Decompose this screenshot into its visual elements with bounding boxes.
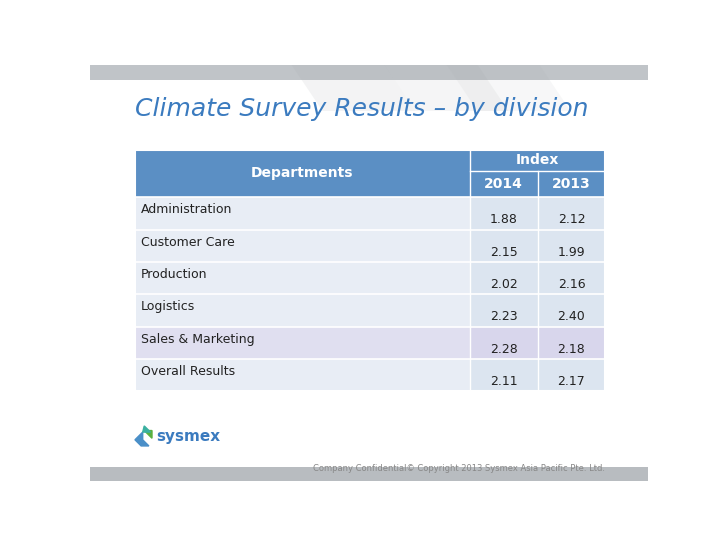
Polygon shape [143, 426, 150, 432]
Text: sysmex: sysmex [157, 429, 221, 444]
Text: Customer Care: Customer Care [141, 236, 235, 249]
Text: 2.16: 2.16 [558, 278, 585, 291]
FancyBboxPatch shape [135, 294, 469, 327]
Text: 1.88: 1.88 [490, 213, 518, 226]
FancyBboxPatch shape [135, 359, 469, 392]
Text: 2.12: 2.12 [558, 213, 585, 226]
Polygon shape [292, 65, 415, 111]
Text: 2.23: 2.23 [490, 310, 518, 323]
Polygon shape [135, 432, 149, 446]
Text: 2.15: 2.15 [490, 246, 518, 259]
FancyBboxPatch shape [135, 327, 469, 359]
FancyBboxPatch shape [135, 197, 469, 230]
FancyBboxPatch shape [135, 262, 469, 294]
Text: Climate Survey Results – by division: Climate Survey Results – by division [135, 97, 588, 121]
Text: Logistics: Logistics [141, 300, 195, 313]
FancyBboxPatch shape [538, 230, 606, 262]
FancyBboxPatch shape [90, 467, 648, 481]
FancyBboxPatch shape [538, 294, 606, 327]
FancyBboxPatch shape [469, 327, 538, 359]
Text: 1.99: 1.99 [558, 246, 585, 259]
Text: Production: Production [141, 268, 207, 281]
FancyBboxPatch shape [469, 262, 538, 294]
FancyBboxPatch shape [135, 230, 469, 262]
Text: 2014: 2014 [485, 177, 523, 191]
Text: 2.28: 2.28 [490, 343, 518, 356]
Polygon shape [384, 65, 508, 111]
FancyBboxPatch shape [469, 197, 538, 230]
Text: 2.11: 2.11 [490, 375, 518, 388]
Text: Index: Index [516, 153, 559, 167]
Text: Overall Results: Overall Results [141, 365, 235, 378]
Polygon shape [144, 430, 152, 438]
Text: 2.40: 2.40 [557, 310, 585, 323]
Text: Administration: Administration [141, 204, 233, 217]
FancyBboxPatch shape [469, 230, 538, 262]
Text: 2.02: 2.02 [490, 278, 518, 291]
FancyBboxPatch shape [538, 327, 606, 359]
FancyBboxPatch shape [538, 262, 606, 294]
Text: 2.17: 2.17 [557, 375, 585, 388]
Text: Sales & Marketing: Sales & Marketing [141, 333, 255, 346]
Polygon shape [446, 65, 570, 111]
Text: 2013: 2013 [552, 177, 591, 191]
Text: Departments: Departments [251, 166, 354, 180]
FancyBboxPatch shape [469, 294, 538, 327]
FancyBboxPatch shape [538, 197, 606, 230]
Text: 2.18: 2.18 [557, 343, 585, 356]
FancyBboxPatch shape [538, 359, 606, 392]
FancyBboxPatch shape [135, 150, 606, 197]
FancyBboxPatch shape [90, 65, 648, 80]
FancyBboxPatch shape [469, 359, 538, 392]
Text: Company Confidential© Copyright 2013 Sysmex Asia Pacific Pte. Ltd.: Company Confidential© Copyright 2013 Sys… [313, 464, 606, 473]
